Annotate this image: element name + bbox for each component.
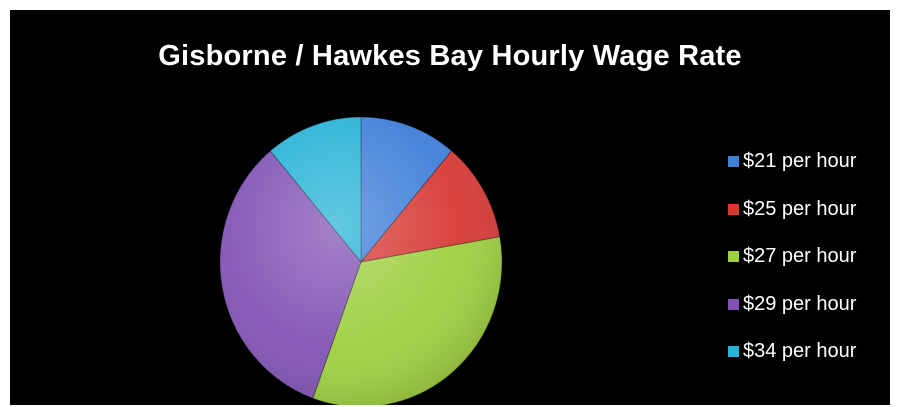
chart-frame: Gisborne / Hawkes Bay Hourly Wage Rate $… [10, 10, 890, 405]
legend-swatch [728, 203, 739, 215]
legend-label: $21 per hour [743, 150, 857, 173]
legend-item: $21 per hour [728, 138, 890, 186]
chart-title: Gisborne / Hawkes Bay Hourly Wage Rate [158, 40, 742, 72]
legend: $21 per hour $25 per hour $27 per hour $29 … [728, 138, 890, 376]
legend-item: $27 per hour [728, 233, 890, 281]
legend-swatch [728, 156, 739, 168]
pie-slices [219, 116, 503, 405]
legend-label: $25 per hour [743, 197, 857, 220]
legend-swatch [728, 298, 739, 310]
legend-label: $27 per hour [743, 245, 857, 268]
legend-item: $34 per hour [728, 328, 890, 376]
legend-label: $34 per hour [743, 340, 857, 363]
legend-item: $25 per hour [728, 186, 890, 234]
legend-label: $29 per hour [743, 292, 857, 315]
legend-item: $29 per hour [728, 281, 890, 329]
legend-swatch [728, 251, 739, 263]
legend-swatch [728, 346, 739, 358]
